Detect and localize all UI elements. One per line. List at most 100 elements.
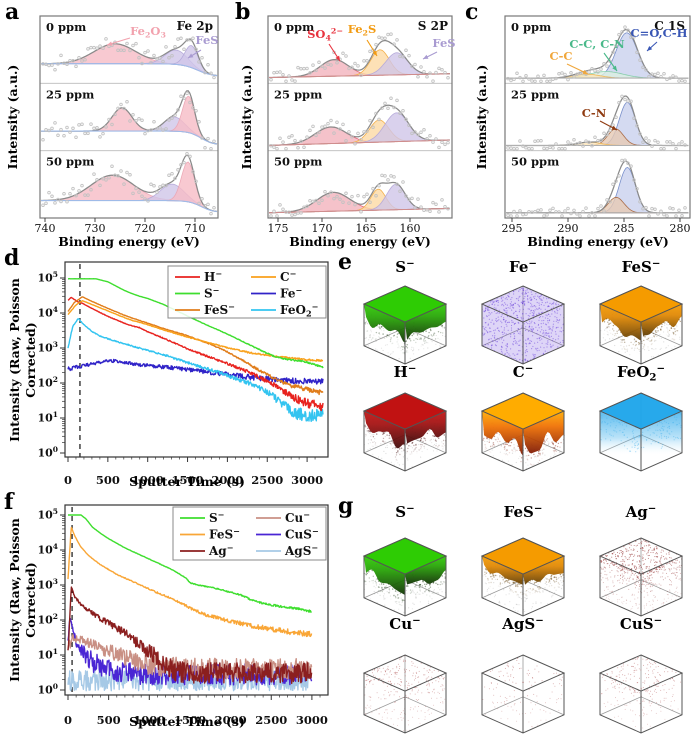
series-line-Ag- (67, 586, 313, 685)
data-point (197, 60, 201, 64)
data-point (86, 193, 90, 197)
data-point (419, 130, 423, 134)
data-point (551, 206, 555, 211)
panel-d-depth-profile: 100 101 102 103 104 105 0 500 1000 1500 2000 2500 30… (37, 261, 329, 487)
data-point (209, 146, 213, 151)
data-point (677, 142, 681, 146)
data-point (593, 69, 597, 73)
svg-text:FeO2−: FeO2− (280, 301, 318, 318)
plot-frame (39, 15, 219, 219)
data-point (116, 174, 120, 178)
data-point (677, 208, 681, 213)
data-point (671, 74, 675, 78)
data-point (629, 99, 633, 103)
data-point (203, 70, 207, 75)
annotation: FeS (187, 33, 219, 59)
data-point (659, 146, 663, 151)
data-point (551, 146, 555, 150)
data-point (338, 127, 342, 131)
data-point (431, 140, 435, 144)
data-point (443, 70, 447, 75)
data-point (335, 120, 339, 124)
data-point (617, 100, 621, 105)
x-tick-label: 0 (64, 713, 72, 727)
data-point (665, 77, 669, 82)
data-point (353, 61, 357, 66)
data-point (347, 130, 351, 134)
data-point (530, 146, 534, 151)
data-point (329, 118, 333, 123)
panel-d-ylabel: Intensity (Raw, Poisson Corrected) (7, 278, 38, 442)
data-point (680, 78, 684, 83)
data-point (287, 135, 291, 140)
y-tick-label: 100 (37, 445, 58, 460)
data-point (410, 196, 414, 201)
data-point (269, 214, 273, 218)
data-point (92, 45, 96, 50)
data-point (269, 144, 273, 148)
data-point (293, 79, 297, 83)
data-point (56, 62, 60, 66)
data-point (401, 180, 405, 184)
data-point (320, 125, 324, 129)
data-point (356, 131, 360, 136)
series-line-FeS- (67, 526, 313, 638)
data-point (548, 145, 552, 150)
data-point (524, 212, 528, 216)
data-point (98, 44, 102, 48)
x-tick-label: 1000 (132, 473, 164, 487)
data-point (422, 69, 426, 74)
data-point (512, 146, 516, 151)
data-point (362, 59, 366, 63)
data-point (560, 71, 564, 75)
data-point (122, 48, 126, 53)
data-point (122, 106, 126, 111)
data-point (332, 196, 336, 201)
plot-frame (267, 15, 453, 219)
cube-label-FeS-: FeS− (504, 502, 543, 521)
data-point (419, 205, 423, 209)
data-point (521, 79, 525, 84)
data-point (353, 141, 357, 146)
data-point (59, 53, 63, 58)
legend-entry-FeS-: FeS− (175, 301, 235, 317)
data-point (419, 65, 423, 69)
data-point (152, 120, 156, 124)
data-point (164, 183, 168, 188)
component-CN_brown (506, 196, 689, 214)
cube-label-Ag-: Ag− (625, 502, 657, 521)
data-point (608, 59, 612, 63)
data-point (194, 179, 198, 184)
data-point (83, 131, 87, 136)
data-point (56, 197, 60, 202)
x-tick-label: 2000 (211, 473, 243, 487)
data-point (197, 120, 201, 124)
svg-text:Fe−: Fe− (280, 285, 302, 301)
data-point (293, 138, 297, 143)
data-point (389, 96, 393, 100)
data-point (155, 57, 159, 61)
data-point (374, 193, 378, 198)
svg-text:AgS−: AgS− (284, 542, 318, 558)
data-point (146, 128, 150, 133)
series-line-H- (67, 296, 324, 412)
data-point (386, 32, 390, 37)
data-point (638, 200, 642, 204)
data-point (602, 131, 606, 136)
data-point (644, 205, 648, 210)
data-point (308, 71, 312, 75)
data-point (632, 35, 636, 39)
data-point (320, 64, 324, 68)
data-point (296, 146, 300, 150)
data-point (158, 126, 162, 130)
data-point (272, 70, 276, 75)
data-point (161, 59, 165, 64)
data-point (614, 179, 618, 183)
data-point (290, 78, 294, 82)
data-point (359, 210, 363, 214)
spectrum-row-0ppm: 0 ppm (41, 20, 218, 80)
data-point (623, 158, 627, 162)
data-point (416, 75, 420, 79)
data-point (536, 139, 540, 143)
data-point (179, 36, 183, 41)
